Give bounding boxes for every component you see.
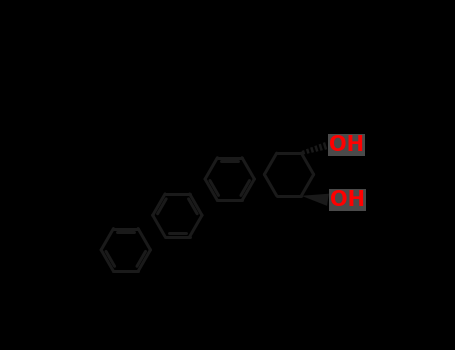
- Text: OH: OH: [329, 135, 364, 155]
- Text: OH: OH: [330, 190, 365, 210]
- Polygon shape: [301, 194, 329, 206]
